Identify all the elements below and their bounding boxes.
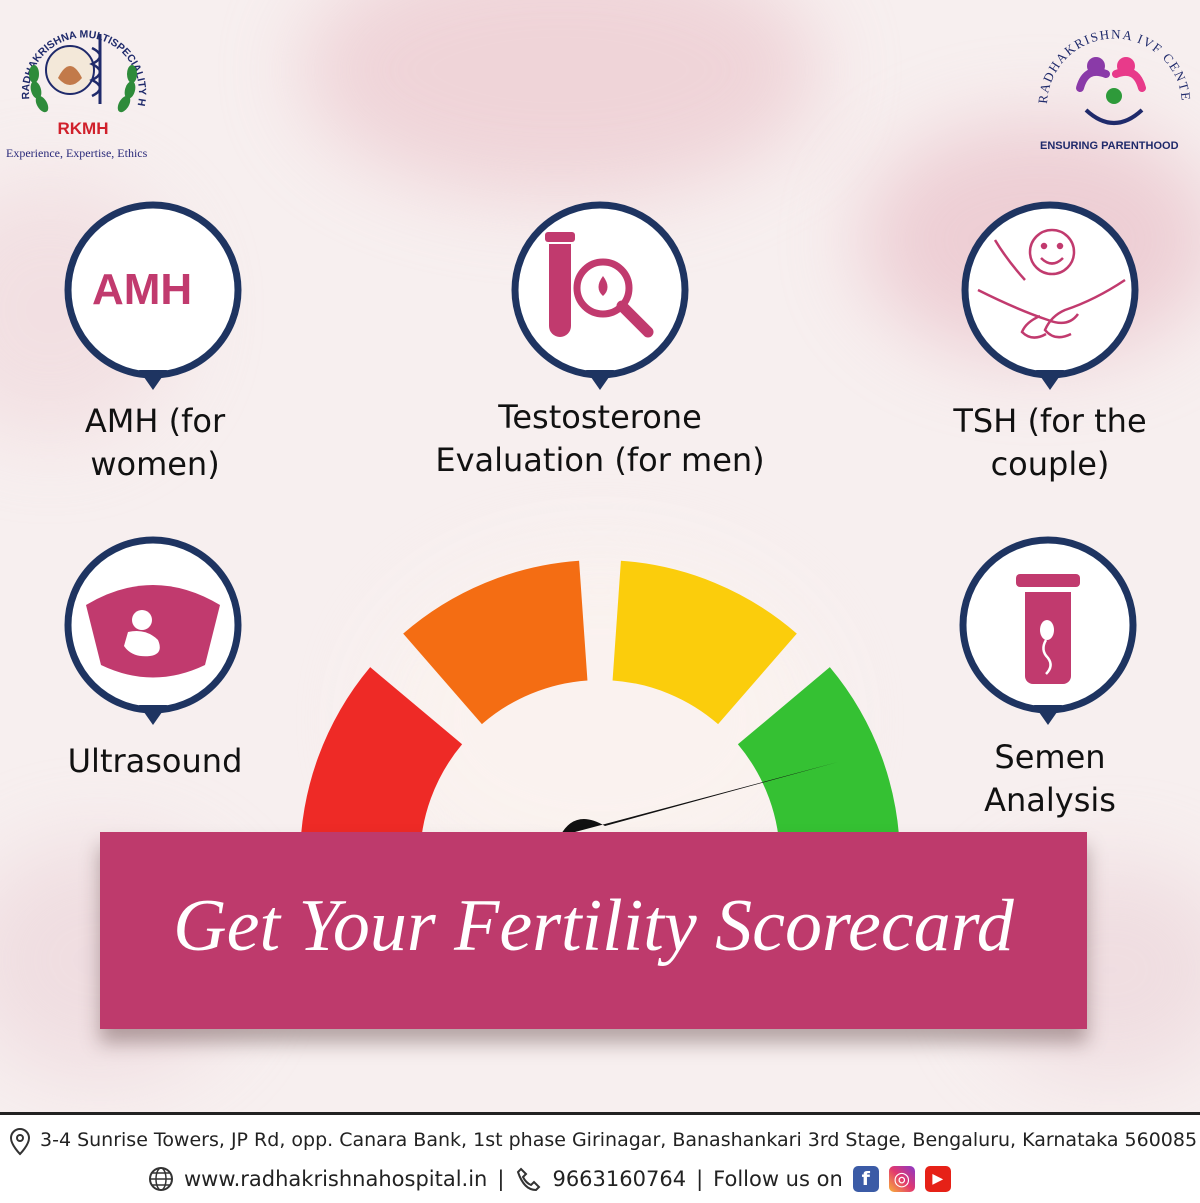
gauge-segment-red — [300, 667, 463, 860]
follow-text: Follow us on — [713, 1167, 843, 1191]
ivf-logo: RADHAKRISHNA IVF CENTER ENSURING PARENTH… — [1017, 0, 1200, 156]
separator: | — [497, 1167, 505, 1191]
smiley-hands-icon — [977, 228, 1126, 339]
tsh-label: TSH (for the couple) — [953, 402, 1147, 483]
footer: 3-4 Sunrise Towers, JP Rd, opp. Canara B… — [0, 1112, 1200, 1203]
gauge-needle — [560, 762, 838, 836]
location-pin-icon — [9, 1127, 31, 1156]
logo-abbr: RKMH — [58, 119, 109, 138]
ultrasound-baby-icon — [86, 585, 220, 678]
instagram-icon[interactable]: ◎ — [888, 1166, 915, 1192]
amh-label: AMH (for women) — [84, 402, 226, 483]
phone-number[interactable]: 9663160764 — [552, 1167, 687, 1191]
semen-label: Semen Analysis — [984, 738, 1116, 819]
scorecard-banner: Get Your Fertility Scorecard — [100, 832, 1087, 1029]
phone-icon — [517, 1167, 541, 1192]
address: 3-4 Sunrise Towers, JP Rd, opp. Canara B… — [40, 1129, 1198, 1151]
test-tube-magnifier-icon — [545, 232, 654, 338]
contact-row: www.radhakrishnahospital.in | 9663160764… — [148, 1165, 951, 1193]
youtube-icon[interactable]: ▶ — [924, 1166, 951, 1192]
banner-title: Get Your Fertility Scorecard — [173, 885, 1014, 967]
gauge-segment-green — [737, 667, 900, 860]
ivf-tagline: ENSURING PARENTHOOD — [1040, 140, 1179, 152]
sperm-tube-icon — [1016, 574, 1080, 684]
gauge-segment-orange — [403, 560, 588, 725]
hospital-tagline: Experience, Expertise, Ethics — [6, 146, 148, 160]
gauge-segment-yellow — [612, 560, 797, 725]
amh-icon-text: AMH — [92, 265, 193, 314]
ultrasound-label: Ultrasound — [67, 742, 243, 780]
website-link[interactable]: www.radhakrishnahospital.in — [184, 1167, 488, 1191]
hospital-logo: RADHAKRISHNA MULTISPECIALITY HOSPITAL RK… — [0, 0, 165, 160]
separator: | — [696, 1167, 704, 1191]
facebook-icon[interactable]: f — [852, 1166, 879, 1192]
testosterone-label: Testosterone Evaluation (for men) — [435, 398, 765, 479]
globe-icon — [149, 1167, 173, 1191]
